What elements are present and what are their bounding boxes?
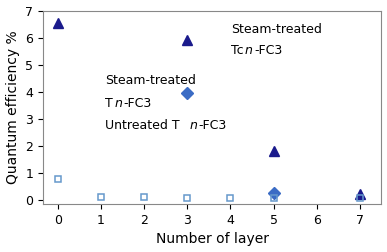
Text: n: n bbox=[245, 44, 253, 57]
Text: Untreated T: Untreated T bbox=[106, 119, 180, 132]
Text: n: n bbox=[114, 97, 122, 110]
Text: Tc: Tc bbox=[231, 44, 243, 57]
Text: n: n bbox=[190, 119, 198, 132]
X-axis label: Number of layer: Number of layer bbox=[156, 232, 269, 246]
Y-axis label: Quantum efficiency %: Quantum efficiency % bbox=[5, 30, 20, 184]
Text: T: T bbox=[106, 97, 113, 110]
Text: -FC3: -FC3 bbox=[199, 119, 227, 132]
Text: -FC3: -FC3 bbox=[123, 97, 151, 110]
Text: -FC3: -FC3 bbox=[254, 44, 282, 57]
Text: Steam-treated: Steam-treated bbox=[231, 23, 322, 36]
Text: Steam-treated: Steam-treated bbox=[106, 74, 196, 87]
